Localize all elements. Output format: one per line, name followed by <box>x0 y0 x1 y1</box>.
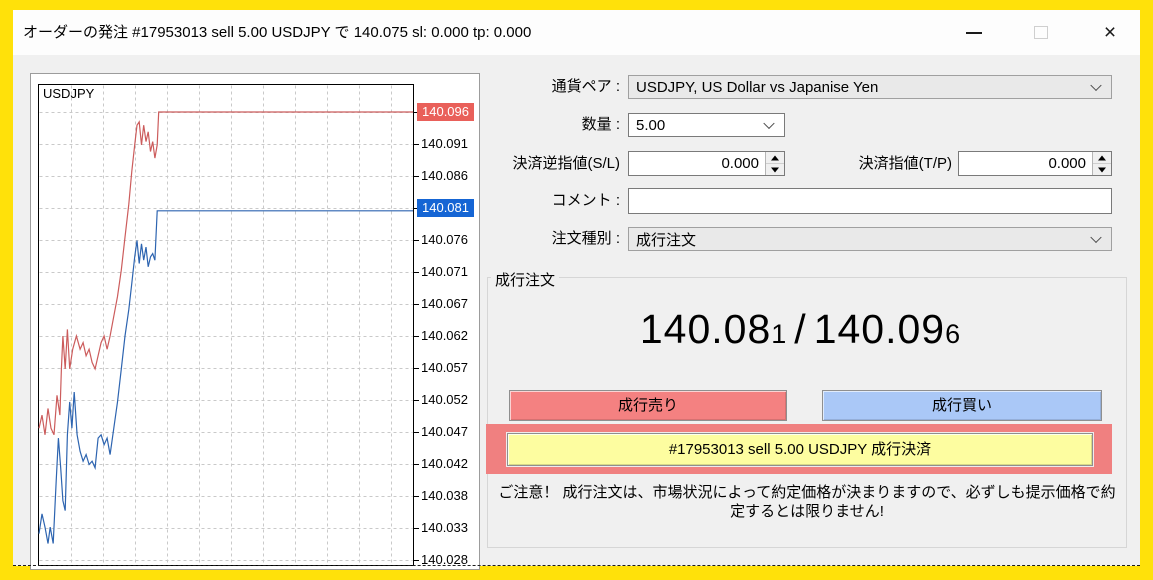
bid-price-main: 140.08 <box>639 306 772 352</box>
chevron-down-icon <box>1090 79 1102 92</box>
bid-price-pip: 1 <box>771 319 787 349</box>
stepper-up-button[interactable] <box>766 152 784 163</box>
stepper-down-button[interactable] <box>766 163 784 175</box>
bid-price-badge: 140.081 <box>417 199 474 217</box>
plot-border <box>38 84 414 566</box>
minimize-button[interactable] <box>951 10 997 55</box>
market-order-group-label: 成行注文 <box>491 269 560 290</box>
stop-loss-value: 0.000 <box>721 155 759 172</box>
price-axis-label: 140.071 <box>421 264 468 279</box>
arrow-up-icon <box>771 155 779 160</box>
price-axis-label: 140.052 <box>421 392 468 407</box>
price-axis-label: 140.028 <box>421 552 468 567</box>
price-axis-label: 140.096 <box>417 103 481 121</box>
execution-warning-text: ご注意！ 成行注文は、市場状況によって約定価格が決まりますので、必ずしも提示価格… <box>498 484 1116 520</box>
chart-symbol-label: USDJPY <box>43 86 95 101</box>
annotation-dashed-line <box>13 565 1140 566</box>
price-axis-label: 140.033 <box>421 520 468 535</box>
sell-by-market-button[interactable]: 成行売り <box>509 390 787 421</box>
bid-line <box>38 210 413 544</box>
price-axis-label: 140.062 <box>421 328 468 343</box>
take-profit-label: 決済指値(T/P) <box>858 155 952 172</box>
order-type-label: 注文種別 : <box>551 230 620 247</box>
stop-loss-stepper[interactable] <box>765 152 784 175</box>
comment-input[interactable] <box>628 188 1112 214</box>
market-order-groupbox <box>487 277 1127 548</box>
stop-loss-field[interactable]: 0.000 <box>628 151 785 176</box>
title-bar[interactable]: オーダーの発注 #17953013 sell 5.00 USDJPY で 140… <box>13 10 1140 55</box>
price-axis-label: 140.067 <box>421 296 468 311</box>
tick-chart-panel: USDJPY 140.096 140.091 140.086 140.081 140.0… <box>30 73 480 570</box>
ask-price-badge: 140.096 <box>417 103 474 121</box>
arrow-down-icon <box>771 167 779 172</box>
window-title: オーダーの発注 #17953013 sell 5.00 USDJPY で 140… <box>23 24 532 41</box>
tick-chart <box>38 84 419 566</box>
ask-price-pip: 6 <box>945 319 961 349</box>
price-axis-label: 140.091 <box>421 136 468 151</box>
symbol-select[interactable]: USDJPY, US Dollar vs Japanise Yen <box>628 75 1112 99</box>
volume-select[interactable]: 5.00 <box>628 113 785 137</box>
buy-by-market-button[interactable]: 成行買い <box>822 390 1102 421</box>
price-axis-label: 140.076 <box>421 232 468 247</box>
ask-line <box>38 111 413 436</box>
comment-label: コメント : <box>551 192 620 209</box>
chevron-down-icon <box>763 117 775 130</box>
take-profit-value: 0.000 <box>1048 155 1086 172</box>
maximize-icon <box>1034 26 1048 39</box>
stepper-up-button[interactable] <box>1093 152 1111 163</box>
close-position-button[interactable]: #17953013 sell 5.00 USDJPY 成行決済 <box>507 433 1093 466</box>
arrow-down-icon <box>1098 167 1106 172</box>
order-dialog-window: オーダーの発注 #17953013 sell 5.00 USDJPY で 140… <box>13 10 1140 570</box>
price-axis: 140.096 140.091 140.086 140.081 140.076 140.0… <box>417 74 481 571</box>
symbol-label: 通貨ペア : <box>551 78 620 95</box>
ask-price-main: 140.09 <box>813 306 946 352</box>
price-separator: / <box>794 306 806 352</box>
arrow-up-icon <box>1098 155 1106 160</box>
stepper-down-button[interactable] <box>1093 163 1111 175</box>
close-icon: × <box>1103 21 1117 44</box>
price-axis-label: 140.042 <box>421 456 468 471</box>
minimize-icon <box>966 32 982 34</box>
volume-label: 数量 : <box>581 116 620 133</box>
order-type-value: 成行注文 <box>636 231 697 249</box>
price-axis-label: 140.081 <box>417 199 481 217</box>
take-profit-stepper[interactable] <box>1092 152 1111 175</box>
stop-loss-label: 決済逆指値(S/L) <box>512 155 620 172</box>
take-profit-field[interactable]: 0.000 <box>958 151 1112 176</box>
price-axis-label: 140.057 <box>421 360 468 375</box>
symbol-value: USDJPY, US Dollar vs Japanise Yen <box>636 78 879 96</box>
price-axis-label: 140.038 <box>421 488 468 503</box>
close-window-button[interactable]: × <box>1087 10 1133 55</box>
price-axis-label: 140.086 <box>421 168 468 183</box>
order-type-select[interactable]: 成行注文 <box>628 227 1112 251</box>
price-axis-label: 140.047 <box>421 424 468 439</box>
bid-ask-price-display: 140.081/140.096 <box>487 306 1113 353</box>
maximize-button <box>1018 10 1064 55</box>
volume-value: 5.00 <box>636 116 666 134</box>
chevron-down-icon <box>1090 231 1102 244</box>
